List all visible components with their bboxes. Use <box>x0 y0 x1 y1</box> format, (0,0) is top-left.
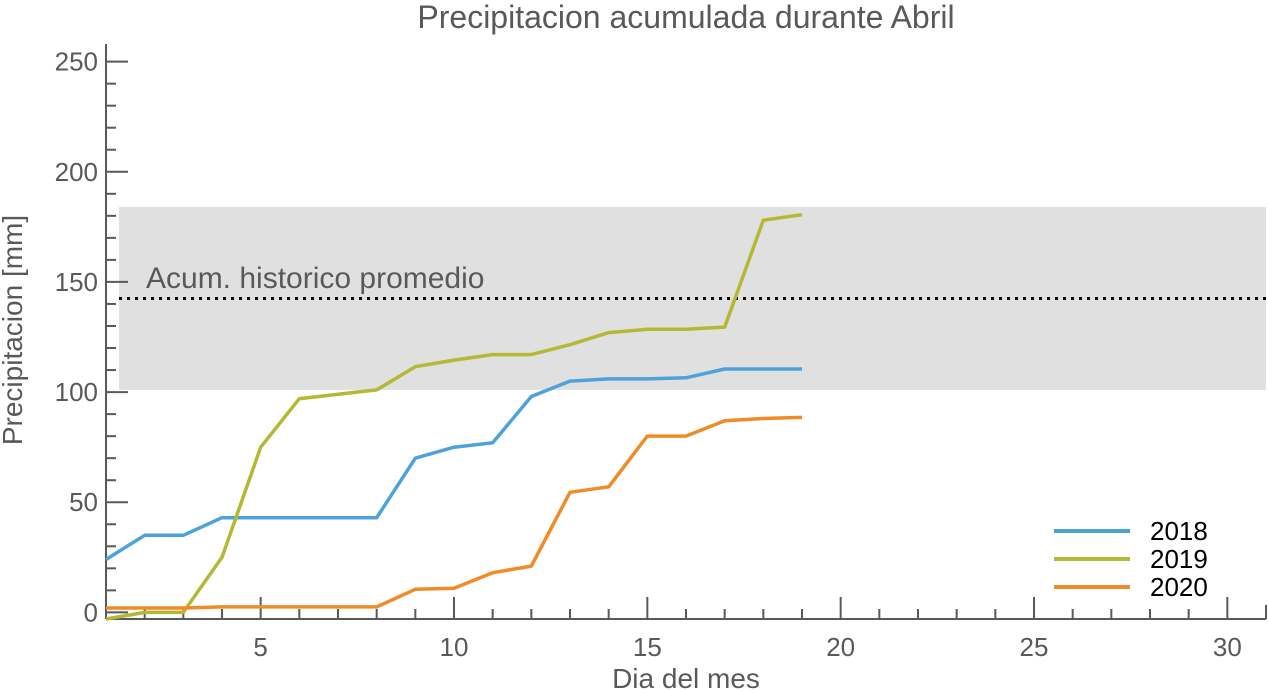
series-line-2020 <box>106 415 803 610</box>
historic-range-band <box>119 207 1266 390</box>
x-tick-label: 15 <box>633 632 662 662</box>
x-tick-label: 30 <box>1213 632 1242 662</box>
y-tick-label: 100 <box>55 377 98 407</box>
series-line-2018 <box>105 367 802 561</box>
x-axis-label: Dia del mes <box>612 663 760 691</box>
y-tick-label: 150 <box>55 267 98 297</box>
series-line-2019 <box>105 212 803 621</box>
legend-label-2020: 2020 <box>1150 572 1208 602</box>
y-axis-label: Precipitacion [mm] <box>0 215 28 445</box>
y-tick-label: 250 <box>55 47 98 77</box>
x-tick-label: 5 <box>253 632 267 662</box>
historic-mean-label: Acum. historico promedio <box>146 262 484 295</box>
y-tick-label: 0 <box>84 597 98 627</box>
x-tick-label: 10 <box>440 632 469 662</box>
x-tick-label: 20 <box>826 632 855 662</box>
axes: 0 50 100 150 200 250 5 10 15 20 25 30 <box>55 44 1267 662</box>
y-tick-label: 50 <box>69 487 98 517</box>
legend-label-2019: 2019 <box>1150 544 1208 574</box>
series-lines <box>105 212 803 621</box>
y-tick-label: 200 <box>55 157 98 187</box>
legend-label-2018: 2018 <box>1150 516 1208 546</box>
chart-title: Precipitacion acumulada durante Abril <box>417 0 954 35</box>
x-tick-label: 25 <box>1020 632 1049 662</box>
